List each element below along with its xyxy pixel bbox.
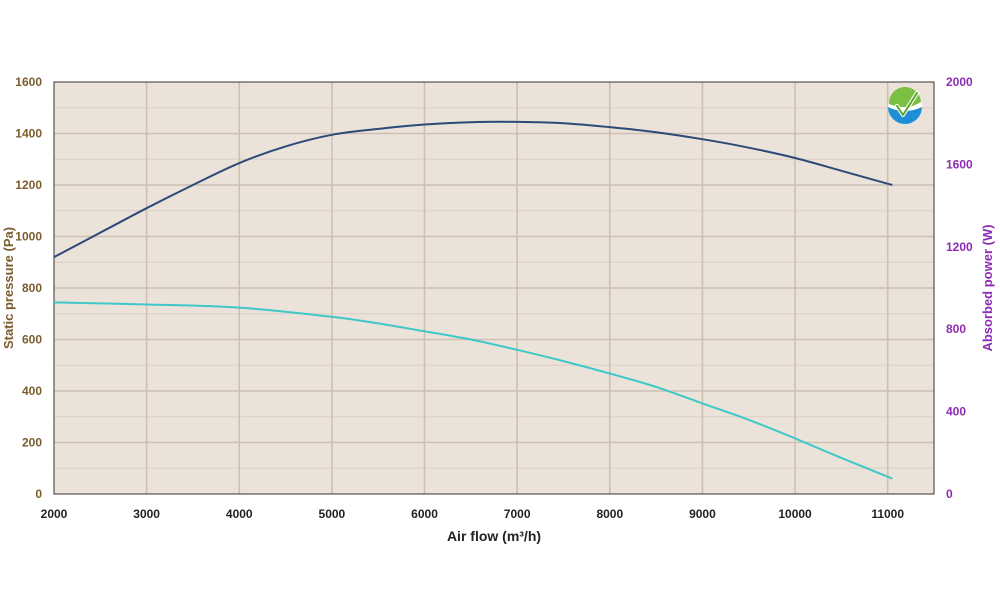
- x-tick-label: 8000: [596, 507, 623, 521]
- x-tick-label: 6000: [411, 507, 438, 521]
- x-tick-label: 10000: [778, 507, 812, 521]
- grid: [54, 82, 934, 494]
- left-axis-title: Static pressure (Pa): [1, 227, 16, 349]
- left-tick-label: 1600: [15, 75, 42, 89]
- x-tick-label: 7000: [504, 507, 531, 521]
- x-tick-label: 4000: [226, 507, 253, 521]
- left-tick-label: 800: [22, 281, 42, 295]
- absorbed-power-curve: [53, 301, 893, 480]
- right-tick-label: 0: [946, 487, 953, 501]
- right-tick-label: 2000: [946, 75, 973, 89]
- check-globe-icon: [888, 86, 922, 124]
- left-axis-ticks: 0 200 400 600 800 1000 1200 1400 1600: [15, 75, 42, 501]
- x-tick-label: 2000: [41, 507, 68, 521]
- right-axis-title: Absorbed power (W): [980, 224, 995, 351]
- left-tick-label: 1200: [15, 178, 42, 192]
- right-axis-ticks: 0 400 800 1200 1600 2000: [946, 75, 973, 501]
- x-tick-label: 3000: [133, 507, 160, 521]
- x-axis-ticks: 2000 3000 4000 5000 6000 7000 8000 9000 10000 110…: [41, 507, 905, 521]
- right-tick-label: 800: [946, 322, 966, 336]
- left-tick-label: 200: [22, 436, 42, 450]
- static-pressure-curve: [53, 120, 893, 258]
- series-layer: [53, 120, 893, 480]
- left-tick-label: 400: [22, 384, 42, 398]
- x-tick-label: 9000: [689, 507, 716, 521]
- left-tick-label: 1400: [15, 127, 42, 141]
- plot-border: [53, 81, 935, 495]
- x-axis-title: Air flow (m³/h): [447, 528, 541, 544]
- left-tick-label: 0: [35, 487, 42, 501]
- x-tick-label: 11000: [871, 507, 904, 521]
- x-tick-label: 5000: [319, 507, 346, 521]
- left-tick-label: 600: [22, 333, 42, 347]
- right-tick-label: 1600: [946, 157, 973, 171]
- right-tick-label: 1200: [946, 240, 973, 254]
- right-tick-label: 400: [946, 405, 966, 419]
- left-tick-label: 1000: [15, 230, 42, 244]
